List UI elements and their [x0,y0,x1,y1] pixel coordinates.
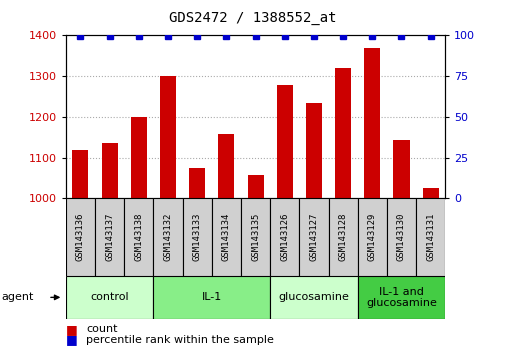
Text: GSM143136: GSM143136 [76,213,85,261]
Bar [72,150,88,198]
Text: control: control [90,292,129,302]
Bar [357,198,386,276]
Bar [102,143,117,198]
Text: agent: agent [1,292,33,302]
Text: ■: ■ [66,333,77,346]
Bar [270,276,357,319]
Bar [189,168,205,198]
Bar [182,198,211,276]
Text: GSM143138: GSM143138 [134,213,143,261]
Bar [240,198,270,276]
Bar [357,276,444,319]
Bar [393,140,409,198]
Bar [160,76,176,198]
Text: IL-1 and
glucosamine: IL-1 and glucosamine [365,286,436,308]
Bar [218,134,234,198]
Text: GSM143129: GSM143129 [367,213,376,261]
Text: ■: ■ [66,323,77,336]
Bar [153,198,182,276]
Text: GSM143127: GSM143127 [309,213,318,261]
Bar [247,175,263,198]
Text: IL-1: IL-1 [201,292,221,302]
Bar [66,198,95,276]
Bar [328,198,357,276]
Text: GSM143131: GSM143131 [425,213,434,261]
Bar [66,276,153,319]
Text: GDS2472 / 1388552_at: GDS2472 / 1388552_at [169,11,336,25]
Text: count: count [86,324,117,334]
Bar [422,188,438,198]
Bar [276,85,292,198]
Text: GSM143133: GSM143133 [192,213,201,261]
Bar [124,198,153,276]
Text: glucosamine: glucosamine [278,292,348,302]
Text: GSM143134: GSM143134 [221,213,230,261]
Text: GSM143132: GSM143132 [163,213,172,261]
Bar [364,47,380,198]
Bar [211,198,240,276]
Bar [270,198,299,276]
Text: GSM143128: GSM143128 [338,213,347,261]
Bar [334,68,350,198]
Bar [153,276,270,319]
Text: GSM143130: GSM143130 [396,213,405,261]
Bar [130,117,146,198]
Bar [415,198,444,276]
Bar [95,198,124,276]
Text: GSM143137: GSM143137 [105,213,114,261]
Bar [299,198,328,276]
Bar [306,103,321,198]
Text: percentile rank within the sample: percentile rank within the sample [86,335,273,345]
Text: GSM143126: GSM143126 [280,213,289,261]
Text: GSM143135: GSM143135 [250,213,260,261]
Bar [386,198,415,276]
